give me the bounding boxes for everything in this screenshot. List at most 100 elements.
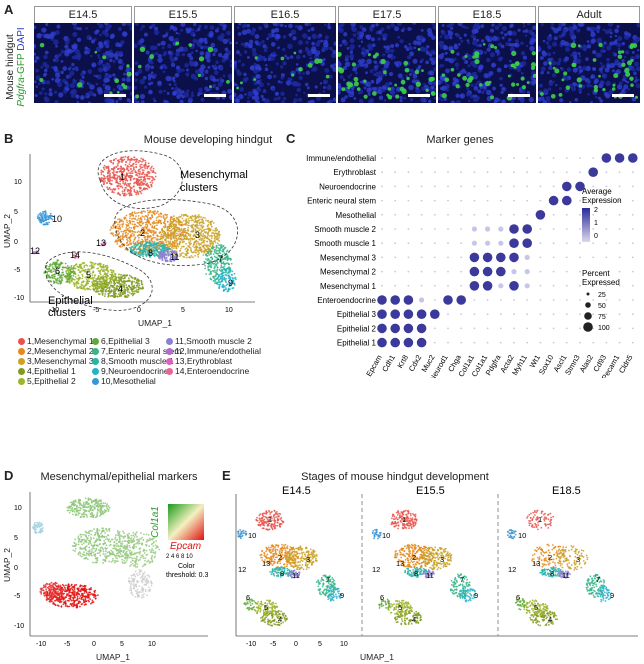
dot [390,337,400,348]
legend-label: 5,Epithelial 2 [27,376,76,386]
x-tick: -5 [270,641,276,648]
dot [486,171,489,174]
dot [460,199,463,202]
pct-dot [583,322,593,332]
legend-item: 14,Enteroendocrine [166,366,249,376]
cluster-num-6: 6 [55,266,60,276]
dot [407,228,410,230]
dot [565,157,568,159]
dot-gene-label: Alas2 [578,353,595,374]
dot [433,299,436,301]
cluster-num: 9 [340,591,344,600]
dot [526,313,529,316]
dot [460,213,463,216]
dot-plot: Immune/endothelial Erythroblast Neuroendoc… [306,153,638,378]
dot [631,185,634,188]
threshold-label: threshold: 0.3 [166,572,209,579]
x-tick: 5 [120,641,124,648]
dot [499,299,502,301]
legend-label: 13,Erythroblast [175,356,233,366]
legend-item: 2,Mesenchymal 2 [18,346,94,356]
umap-d-xlabel: UMAP_1 [96,652,131,662]
cluster-num: 1 [538,515,542,524]
x-tick: -5 [93,307,99,314]
dot [513,299,515,301]
pct-title: Percent [582,269,610,278]
dot [548,195,559,206]
dot [433,341,436,344]
dot [447,157,449,159]
dot [618,171,621,174]
dot [631,327,634,330]
dot [433,327,436,330]
dot [416,337,427,348]
dot [416,323,427,334]
dot [394,228,397,230]
cluster-num-14: 14 [70,250,80,260]
dot [433,213,436,216]
dot [433,242,436,245]
dot [420,270,423,273]
dot-gene-label: Cdh1 [380,353,397,373]
dot [482,281,493,291]
panel-label-e: E [222,468,231,483]
cluster-num: 12 [238,565,246,574]
micrograph-3 [338,23,436,103]
dot [552,213,555,216]
dot [618,213,621,216]
stage-tab-2: E16.5 [234,6,336,23]
gene1-label: Col1a1 [150,506,161,538]
dot [420,256,423,259]
stage-label-0: E14.5 [282,486,311,497]
dot [407,242,410,245]
dot-row-label: Epithelial 1 [337,339,377,348]
dot [460,185,463,188]
dot [522,238,532,248]
dot [460,284,463,287]
x-tick: -10 [49,307,59,314]
panel-a-ylabel-suffix: -GFP [16,53,27,78]
dot [416,309,427,319]
dot [433,284,436,287]
dot [486,299,489,301]
y-tick: 10 [14,179,22,186]
dot [579,284,581,287]
dot-row-label: Mesenchymal 2 [320,268,377,277]
y-tick: -5 [14,593,20,600]
cluster-num-12: 12 [30,246,40,256]
dot [486,185,489,188]
dot [499,327,502,330]
panel-e-title: Stages of mouse hindgut development [301,471,489,483]
dot [482,266,493,277]
dot-row-label: Enteroendocrine [317,296,376,305]
dot [447,284,449,287]
dot [592,213,595,216]
dot [473,213,476,216]
dot [618,256,621,259]
dot [433,185,436,188]
panel-label-a: A [4,2,14,17]
dot [499,157,502,159]
x-tick: -10 [246,641,256,648]
legend-dot [18,358,25,365]
scale-bar [104,94,126,97]
dot [456,295,466,305]
dot [618,299,621,301]
cluster-num: 8 [414,569,418,578]
dot [592,270,595,273]
panel-c-title: Marker genes [426,134,494,146]
panel-label-d: D [4,468,14,483]
dot [498,226,504,232]
micrograph-5 [538,23,640,103]
dot [460,256,463,259]
avg-title-2: Expression [582,196,622,205]
dot [381,157,383,159]
scale-bar [408,94,430,97]
dot [433,228,436,230]
dot [524,254,530,260]
legend-dot [166,358,173,365]
dot [433,199,436,202]
dot [592,299,595,301]
y-tick: 0 [14,565,18,572]
